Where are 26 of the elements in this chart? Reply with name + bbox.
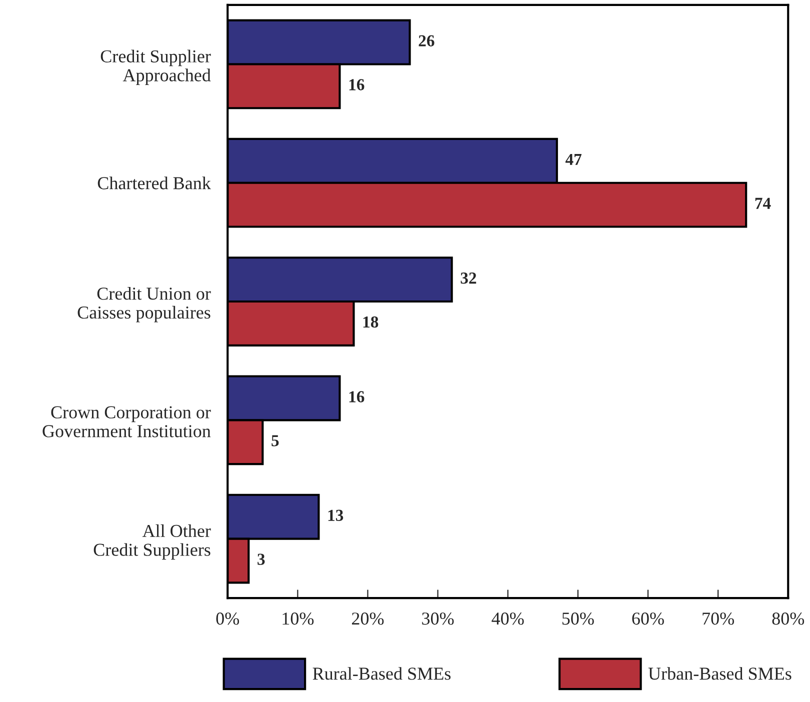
data-label: 32 xyxy=(460,272,476,284)
data-label: 13 xyxy=(328,510,344,522)
x-tick-label: 50% xyxy=(562,612,594,625)
data-label: 16 xyxy=(349,79,364,90)
x-tick-label: 30% xyxy=(422,612,454,625)
legend-label: Urban-Based SMEs xyxy=(648,667,792,680)
data-label: 74 xyxy=(755,198,771,209)
x-tick-label: 20% xyxy=(352,612,384,625)
data-label: 16 xyxy=(349,391,364,402)
legend-label: Rural-Based SMEs xyxy=(312,667,451,680)
y-tick-label: Chartered Bank xyxy=(98,176,211,190)
y-tick-label: All Other Credit Suppliers xyxy=(94,524,211,560)
x-tick-label: 0% xyxy=(216,612,240,625)
x-tick-label: 40% xyxy=(492,612,524,625)
data-label: 26 xyxy=(418,35,434,46)
x-tick-label: 60% xyxy=(632,612,664,625)
data-label: 47 xyxy=(565,154,582,165)
data-label: 18 xyxy=(363,316,378,328)
x-tick-label: 10% xyxy=(282,612,314,625)
x-tick-label: 70% xyxy=(702,612,734,625)
data-label: 5 xyxy=(272,435,279,446)
data-label: 3 xyxy=(258,554,265,565)
x-tick-label: 80% xyxy=(772,612,804,625)
y-tick-label: Crown Corporation or Government Institution xyxy=(42,406,211,438)
y-tick-label: Credit Union or Caisses populaires xyxy=(78,287,211,322)
y-tick-label: Credit Supplier Approached xyxy=(100,50,211,86)
